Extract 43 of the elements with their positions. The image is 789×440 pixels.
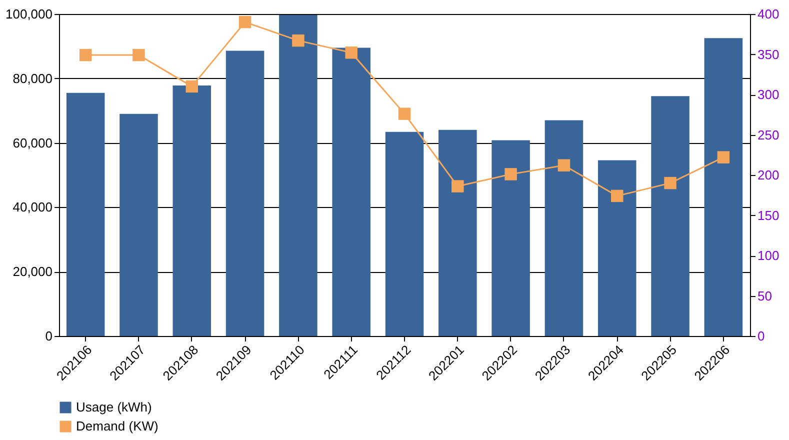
point [238, 16, 252, 28]
bar [385, 132, 424, 336]
y2-tick-label: 150 [758, 208, 780, 223]
y-tick-label: 20,000 [12, 264, 52, 280]
point [717, 151, 730, 164]
bar [704, 38, 743, 336]
y-tick-label: 40,000 [12, 200, 52, 215]
point [452, 180, 464, 192]
bar [279, 14, 318, 336]
bar [651, 96, 690, 336]
bar [544, 120, 584, 336]
point [79, 48, 92, 62]
y-tick-label: 100,000 [6, 6, 52, 22]
point [504, 168, 517, 180]
point [398, 108, 411, 120]
bar [120, 114, 158, 336]
y-tick-label: 0 [45, 328, 52, 344]
y2-tick-label: 50 [758, 288, 772, 304]
y2-tick-label: 100 [758, 248, 780, 263]
y2-tick-label: 0 [758, 328, 765, 344]
y2-tick-label: 250 [758, 127, 780, 142]
point [558, 159, 570, 172]
point [132, 48, 145, 62]
bar [66, 92, 105, 336]
bar [438, 130, 477, 336]
bar [492, 140, 530, 336]
legend-label: Demand (KW) [76, 418, 158, 434]
legend-label: Usage (kWh) [76, 400, 152, 414]
bar [172, 85, 212, 336]
y2-tick-label: 200 [758, 168, 780, 182]
point [610, 190, 624, 202]
y-tick-label: 60,000 [12, 135, 52, 150]
point [292, 34, 304, 47]
point [664, 176, 676, 190]
y2-tick-label: 300 [758, 87, 780, 102]
point [345, 46, 358, 59]
y2-tick-label: 350 [758, 46, 780, 62]
bar [332, 48, 370, 336]
y-tick-label: 80,000 [12, 70, 52, 86]
bar [226, 50, 264, 336]
bar [598, 160, 636, 336]
point [186, 80, 198, 93]
y2-tick-label: 400 [758, 6, 780, 22]
